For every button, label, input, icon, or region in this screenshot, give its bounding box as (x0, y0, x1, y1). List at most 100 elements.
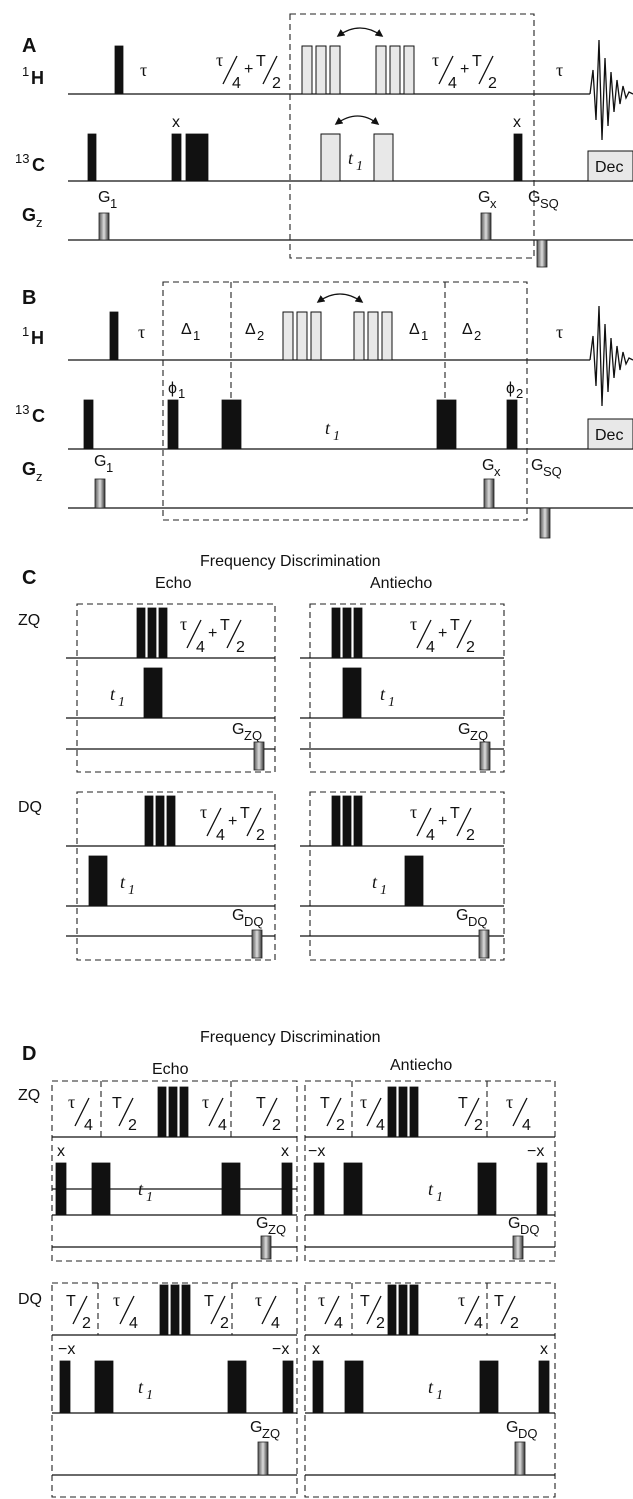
gradient-pulse (536, 239, 548, 268)
h1-soft-pulse (353, 311, 365, 361)
phi1-label: ϕ 1 (168, 380, 185, 401)
c13-pulse (513, 133, 523, 182)
dashed-box (76, 791, 276, 961)
tau4-plus-t2-label: τ 4 + T 2 (432, 50, 497, 92)
svg-text:1: 1 (388, 695, 395, 710)
c13-pulse (281, 1162, 293, 1216)
svg-text:x: x (490, 196, 497, 211)
c13-pulse (343, 1162, 363, 1216)
svg-text:2: 2 (82, 1315, 91, 1332)
svg-text:t: t (428, 1377, 434, 1397)
svg-text:1: 1 (118, 695, 125, 710)
t1-label: t 1 (428, 1179, 443, 1205)
svg-text:+: + (208, 625, 217, 642)
tau4-label: τ 4 (458, 1290, 483, 1332)
svg-text:G: G (528, 189, 540, 206)
h1-pulse (147, 607, 157, 659)
svg-text:τ: τ (360, 1092, 367, 1112)
svg-text:2: 2 (220, 1315, 229, 1332)
zq-label: ZQ (18, 612, 40, 629)
c13-pulse (87, 133, 97, 182)
h1-pulse (398, 1086, 408, 1138)
svg-text:G: G (456, 907, 468, 924)
c13-pulse (538, 1360, 550, 1414)
svg-text:Δ: Δ (181, 321, 192, 338)
svg-text:ϕ: ϕ (506, 380, 515, 397)
svg-text:+: + (460, 61, 469, 78)
t1-label: t 1 (120, 872, 135, 898)
t2-label: T 2 (256, 1095, 281, 1134)
c13-pulse (479, 1360, 499, 1414)
svg-text:H: H (31, 328, 44, 348)
t2-label: T 2 (66, 1293, 91, 1332)
panel-b-channel-h1: 1 H (22, 324, 44, 348)
t2-label: T 2 (458, 1095, 483, 1134)
tau4-plus-t2-label: τ 4 + T 2 (200, 802, 265, 844)
svg-text:+: + (438, 625, 447, 642)
svg-text:2: 2 (236, 639, 245, 656)
svg-text:4: 4 (218, 1117, 227, 1134)
t1-label: t 1 (138, 1179, 153, 1205)
delta2-label: Δ 2 (245, 321, 264, 343)
tau-label: τ (556, 60, 563, 80)
svg-text:1: 1 (380, 883, 387, 898)
svg-text:1: 1 (128, 883, 135, 898)
c13-pulse (477, 1162, 497, 1216)
svg-text:2: 2 (257, 328, 264, 343)
h1-pulse (114, 45, 124, 95)
gradient-pulse (514, 1441, 526, 1476)
c13-soft-pulse (320, 133, 341, 182)
svg-text:τ: τ (202, 1092, 209, 1112)
panel-a-channel-c13: 13 C (15, 151, 45, 175)
phase-minus-x-label: −x (58, 1341, 75, 1358)
swap-arrow (316, 293, 364, 303)
svg-text:1: 1 (421, 328, 428, 343)
gradient-pulse (94, 478, 106, 509)
svg-text:T: T (112, 1095, 122, 1112)
svg-text:T: T (360, 1293, 370, 1310)
d-dq-antiecho: τ 4 T 2 τ 4 T 2 x (304, 1282, 556, 1498)
dashed-box (304, 1282, 556, 1498)
tau4-label: τ 4 (255, 1290, 280, 1332)
gdq-label: G DQ (232, 907, 264, 929)
svg-text:C: C (32, 155, 45, 175)
panel-a-dashed-box (289, 13, 535, 259)
panel-b-channel-c13: 13 C (15, 402, 45, 426)
tau4-label: τ 4 (202, 1092, 227, 1134)
g1-label: G 1 (94, 453, 113, 475)
svg-text:1: 1 (110, 196, 117, 211)
c13-pulse (171, 133, 182, 182)
svg-text:G: G (508, 1215, 520, 1232)
c13-pulse (404, 855, 424, 907)
phase-minus-x-label: −x (272, 1341, 289, 1358)
dashed-box (304, 1080, 556, 1262)
svg-text:τ: τ (432, 50, 439, 70)
c13-pulse (536, 1162, 548, 1216)
c13-pulse (282, 1360, 294, 1414)
svg-text:SQ: SQ (543, 464, 562, 479)
gsq-label: G SQ (528, 189, 559, 211)
svg-text:T: T (256, 1095, 266, 1112)
svg-text:2: 2 (466, 827, 475, 844)
swap-arrow (336, 27, 384, 37)
svg-text:T: T (450, 805, 460, 822)
panel-d-label: D (22, 1043, 36, 1065)
h1-pulse (409, 1284, 419, 1336)
c13-pulse (91, 1162, 111, 1216)
t1-label: t 1 (348, 148, 363, 174)
d-dq-echo: T 2 τ 4 T 2 τ 4 −x (51, 1282, 298, 1498)
gzq-label: G ZQ (250, 1419, 280, 1441)
svg-text:t: t (325, 418, 331, 438)
gradient-pulse (98, 212, 110, 241)
svg-text:τ: τ (113, 1290, 120, 1310)
panel-c-label: C (22, 567, 36, 589)
tau-label: τ (556, 322, 563, 342)
svg-text:1: 1 (146, 1388, 153, 1403)
h1-pulse (144, 795, 154, 847)
svg-text:z: z (36, 469, 43, 484)
svg-text:2: 2 (336, 1117, 345, 1134)
svg-text:τ: τ (410, 614, 417, 634)
svg-text:T: T (240, 805, 250, 822)
decoupling-block (587, 150, 633, 182)
freq-disc-title: Frequency Discrimination (200, 553, 381, 570)
